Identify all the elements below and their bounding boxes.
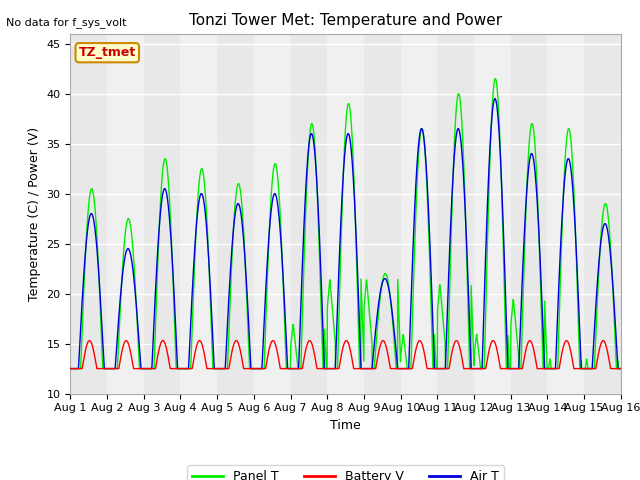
- Text: TZ_tmet: TZ_tmet: [79, 46, 136, 59]
- Title: Tonzi Tower Met: Temperature and Power: Tonzi Tower Met: Temperature and Power: [189, 13, 502, 28]
- Bar: [364, 34, 401, 394]
- Bar: [511, 34, 547, 394]
- Bar: [584, 34, 621, 394]
- Legend: Panel T, Battery V, Air T: Panel T, Battery V, Air T: [187, 465, 504, 480]
- Text: No data for f_sys_volt: No data for f_sys_volt: [6, 17, 127, 28]
- Bar: [437, 34, 474, 394]
- Bar: [70, 34, 107, 394]
- Y-axis label: Temperature (C) / Power (V): Temperature (C) / Power (V): [28, 127, 41, 300]
- Bar: [291, 34, 327, 394]
- Bar: [217, 34, 254, 394]
- Bar: [144, 34, 180, 394]
- X-axis label: Time: Time: [330, 419, 361, 432]
